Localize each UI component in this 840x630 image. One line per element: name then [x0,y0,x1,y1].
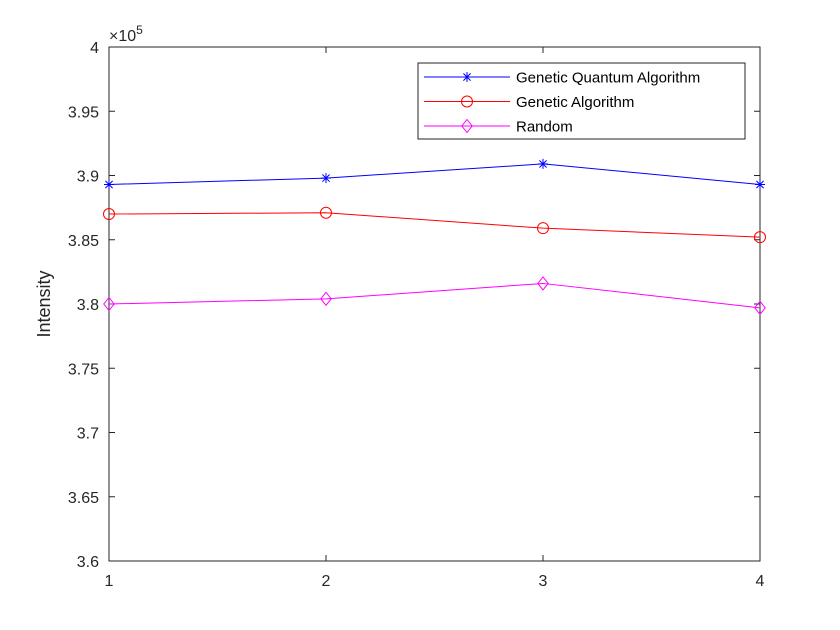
data-point [320,291,332,307]
legend-entry: Random [424,119,573,136]
y-tick-label: 3.95 [68,104,99,121]
series-3 [103,276,766,316]
legend-marker [461,118,473,134]
data-point [755,179,765,190]
series-1 [104,158,765,190]
data-point [320,206,332,219]
series-line [108,282,761,309]
axis-exponent-power: 5 [136,23,143,37]
data-point [538,158,548,169]
x-axis: 1 2 3 4 [105,47,765,590]
axis-exponent: ×105 [109,23,143,45]
data-point [754,231,766,244]
legend-entry: Genetic Quantum Algorithm [424,70,700,87]
y-tick-label: 3.7 [77,426,99,443]
y-tick-label: 4 [90,40,99,57]
series-line [108,163,761,185]
y-tick-label: 3.8 [77,297,99,314]
legend: Genetic Quantum Algorithm Genetic Algorit… [417,62,746,140]
data-point [321,173,331,184]
legend-label: Genetic Quantum Algorithm [516,70,700,87]
y-tick-label: 3.65 [68,490,99,507]
y-axis-label: Intensity [34,270,54,337]
series-line [108,212,761,238]
y-tick-label: 3.6 [77,554,99,571]
data-point [537,222,549,235]
y-tick-label: 3.9 [77,169,99,186]
legend-entry: Genetic Algorithm [424,94,634,111]
x-tick-label: 1 [105,573,114,590]
x-tick-label: 3 [539,573,548,590]
legend-marker [462,72,472,82]
data-point [537,276,549,291]
x-tick-label: 4 [756,573,765,590]
data-point [103,208,115,221]
series-layer [103,158,766,316]
y-tick-label: 3.85 [68,233,99,250]
legend-marker [461,95,473,108]
data-point [754,300,766,316]
x-tick-label: 2 [322,573,331,590]
legend-label: Genetic Algorithm [516,94,634,111]
data-point [103,296,115,312]
data-point [104,179,114,190]
legend-label: Random [516,119,573,136]
y-axis: 3.6 3.65 3.7 3.75 3.8 3.85 3.9 3.95 4 [68,40,760,571]
series-2 [103,206,766,244]
y-tick-label: 3.75 [68,361,99,378]
